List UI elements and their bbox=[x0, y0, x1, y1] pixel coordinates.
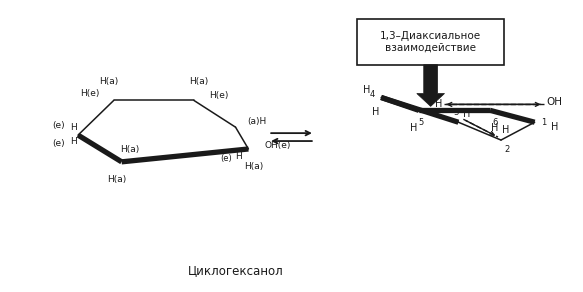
Text: H(e): H(e) bbox=[80, 89, 100, 98]
Text: H: H bbox=[435, 99, 442, 110]
Text: H: H bbox=[235, 152, 242, 161]
Text: (e): (e) bbox=[221, 154, 233, 164]
Polygon shape bbox=[417, 65, 444, 106]
Text: OH: OH bbox=[546, 98, 563, 107]
Text: 1,3–Диаксиальное
взаимодействие: 1,3–Диаксиальное взаимодействие bbox=[380, 31, 481, 53]
Text: H(a): H(a) bbox=[244, 162, 263, 171]
Text: OH(e): OH(e) bbox=[265, 142, 292, 150]
Text: H(a): H(a) bbox=[120, 145, 139, 154]
Text: H: H bbox=[70, 137, 76, 145]
Text: H(a): H(a) bbox=[107, 175, 127, 184]
Text: (e): (e) bbox=[52, 121, 65, 130]
Text: (a)H: (a)H bbox=[248, 117, 267, 126]
Text: H(a): H(a) bbox=[189, 77, 209, 86]
Text: H: H bbox=[551, 122, 558, 132]
Text: H: H bbox=[363, 85, 370, 95]
Text: 1: 1 bbox=[541, 118, 546, 127]
Text: 5: 5 bbox=[418, 118, 423, 127]
Text: (e): (e) bbox=[52, 138, 65, 147]
Text: 3: 3 bbox=[454, 108, 459, 117]
Text: H: H bbox=[491, 123, 498, 133]
Text: H(e): H(e) bbox=[209, 91, 229, 100]
Text: Циклогексанол: Циклогексанол bbox=[188, 264, 283, 277]
Text: H: H bbox=[463, 109, 470, 119]
Text: H: H bbox=[70, 123, 76, 132]
Text: 6: 6 bbox=[493, 118, 498, 127]
Text: H: H bbox=[502, 125, 510, 135]
Text: 4: 4 bbox=[370, 90, 375, 99]
Text: H: H bbox=[410, 123, 417, 133]
Bar bbox=[357, 19, 504, 65]
Text: 2: 2 bbox=[504, 145, 510, 154]
Text: H(a): H(a) bbox=[99, 77, 118, 86]
Text: H: H bbox=[373, 107, 380, 117]
